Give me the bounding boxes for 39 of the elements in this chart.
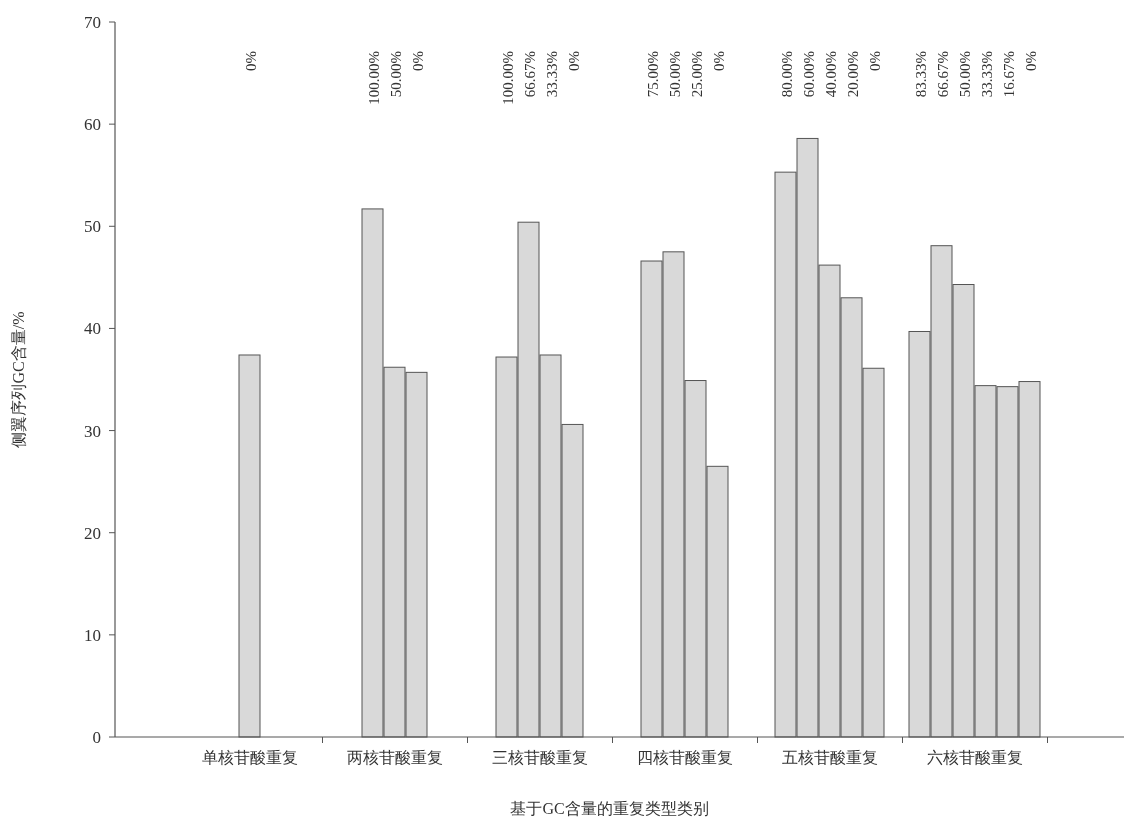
x-tick-label: 四核苷酸重复	[637, 749, 733, 766]
annotation: 0%	[866, 51, 883, 71]
annotation: 16.67%	[1000, 51, 1017, 98]
annotation: 0%	[1022, 51, 1039, 71]
annotation: 0%	[409, 51, 426, 71]
x-tick-label: 三核苷酸重复	[492, 749, 588, 766]
x-tick-label: 单核苷酸重复	[202, 749, 298, 766]
x-tick-label: 五核苷酸重复	[782, 749, 878, 766]
y-tick-label: 30	[84, 421, 101, 441]
y-tick-label: 40	[84, 319, 101, 339]
annotation: 83.33%	[912, 51, 929, 98]
y-tick-label: 50	[84, 217, 101, 237]
y-tick-label: 10	[84, 625, 101, 645]
x-tick-label: 两核苷酸重复	[347, 749, 443, 766]
annotation: 0%	[710, 51, 727, 71]
annotation: 50.00%	[387, 51, 404, 98]
annotation: 100.00%	[365, 51, 382, 105]
annotation: 75.00%	[644, 51, 661, 98]
annotation: 60.00%	[800, 51, 817, 98]
annotation: 25.00%	[688, 51, 705, 98]
y-axis-title: 侧翼序列GC含量/%	[10, 311, 27, 448]
annotation: 100.00%	[499, 51, 516, 105]
annotation: 33.33%	[978, 51, 995, 98]
y-tick-label: 20	[84, 523, 101, 543]
x-tick-label: 六核苷酸重复	[927, 749, 1023, 766]
annotation: 0%	[242, 51, 259, 71]
y-tick-label: 70	[84, 13, 101, 32]
y-tick-label: 0	[92, 728, 101, 747]
annotation: 66.67%	[521, 51, 538, 98]
annotation: 50.00%	[666, 51, 683, 98]
annotation: 33.33%	[543, 51, 560, 98]
annotation: 20.00%	[844, 51, 861, 98]
annotation: 40.00%	[822, 51, 839, 98]
annotation: 66.67%	[934, 51, 951, 98]
annotation: 50.00%	[956, 51, 973, 98]
annotation: 0%	[565, 51, 582, 71]
annotation: 80.00%	[778, 51, 795, 98]
x-axis-title: 基于GC含量的重复类型类别	[510, 800, 709, 817]
y-tick-label: 60	[84, 115, 101, 135]
